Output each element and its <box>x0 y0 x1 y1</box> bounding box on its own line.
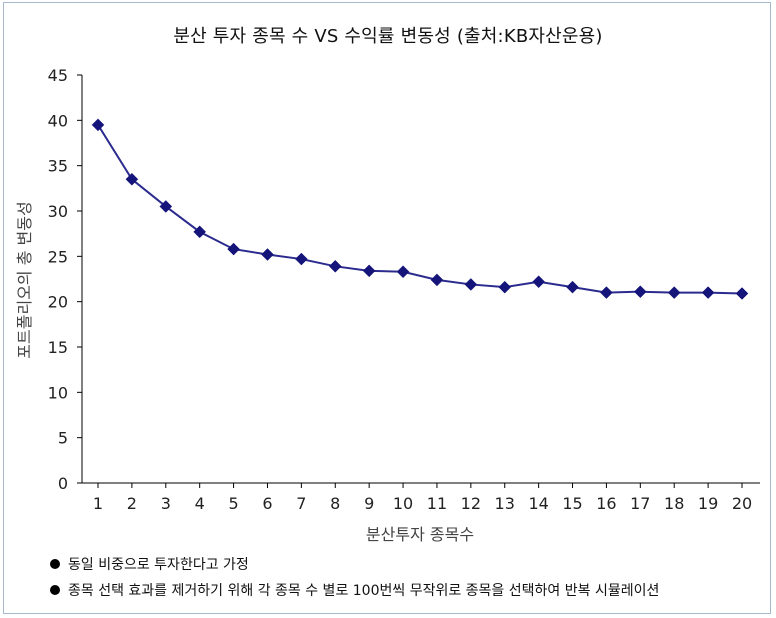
x-tick-label: 11 <box>427 494 447 513</box>
footnote-1: 동일 비중으로 투자한다고 가정 <box>50 555 659 573</box>
x-tick-label: 19 <box>698 494 718 513</box>
data-point <box>227 242 240 256</box>
data-point <box>532 275 545 289</box>
data-point <box>328 259 342 273</box>
data-point <box>295 252 308 266</box>
x-tick-label: 17 <box>630 494 650 513</box>
footnote-text: 종목 선택 효과를 제거하기 위해 각 종목 수 별로 100번씩 무작위로 종… <box>68 583 660 599</box>
chart-title: 분산 투자 종목 수 VS 수익률 변동성 (출처:KB자산운용) <box>173 26 603 47</box>
x-tick-label: 18 <box>664 494 684 513</box>
data-point <box>193 225 207 239</box>
data-point <box>600 286 613 299</box>
x-tick-label: 14 <box>528 494 548 513</box>
x-tick-label: 9 <box>364 494 374 513</box>
y-tick-label: 30 <box>48 202 68 221</box>
x-tick-label: 6 <box>262 494 272 513</box>
data-point <box>396 265 410 279</box>
y-tick-label: 40 <box>48 111 68 130</box>
x-axis-title: 분산투자 종목수 <box>366 525 474 544</box>
bullet-icon <box>50 559 60 569</box>
chart-frame <box>3 2 771 614</box>
y-tick-label: 35 <box>48 157 68 176</box>
footnote-text: 동일 비중으로 투자한다고 가정 <box>68 557 249 573</box>
y-tick-label: 20 <box>48 293 68 312</box>
y-tick-label: 45 <box>48 66 68 85</box>
data-point <box>701 286 715 299</box>
data-point <box>430 273 444 287</box>
data-point <box>261 248 274 261</box>
y-tick-label: 0 <box>58 474 68 493</box>
x-tick-label: 2 <box>127 494 137 513</box>
x-tick-label: 20 <box>732 494 752 513</box>
data-point <box>633 285 647 299</box>
y-tick-label: 15 <box>48 338 68 357</box>
data-point <box>362 264 376 278</box>
x-tick-label: 3 <box>161 494 171 513</box>
data-point <box>735 287 749 300</box>
data-point <box>159 200 173 213</box>
data-point <box>464 278 478 291</box>
x-tick-label: 12 <box>461 494 481 513</box>
data-point <box>91 118 105 132</box>
y-tick-label: 25 <box>48 247 68 266</box>
x-tick-label: 7 <box>296 494 306 513</box>
axes <box>77 74 760 488</box>
data-point <box>566 280 579 294</box>
x-tick-label: 8 <box>330 494 340 513</box>
y-axis-title: 포트폴리오의 총 변동성 <box>15 201 34 358</box>
data-point <box>498 280 512 294</box>
series-1 <box>91 118 749 300</box>
footnote-2: 종목 선택 효과를 제거하기 위해 각 종목 수 별로 100번씩 무작위로 종… <box>50 581 659 599</box>
x-tick-label: 10 <box>393 494 413 513</box>
x-tick-label: 4 <box>195 494 205 513</box>
x-tick-label: 13 <box>495 494 515 513</box>
x-tick-label: 15 <box>562 494 582 513</box>
y-tick-label: 10 <box>48 383 68 402</box>
footnotes: 동일 비중으로 투자한다고 가정 종목 선택 효과를 제거하기 위해 각 종목 … <box>50 555 659 607</box>
x-tick-label: 1 <box>93 494 103 513</box>
y-tick-label: 5 <box>58 429 68 448</box>
data-point <box>667 286 681 299</box>
data-point <box>125 172 139 186</box>
x-tick-label: 16 <box>596 494 616 513</box>
bullet-icon <box>50 585 60 595</box>
x-tick-label: 5 <box>228 494 238 513</box>
series-line <box>97 124 743 295</box>
